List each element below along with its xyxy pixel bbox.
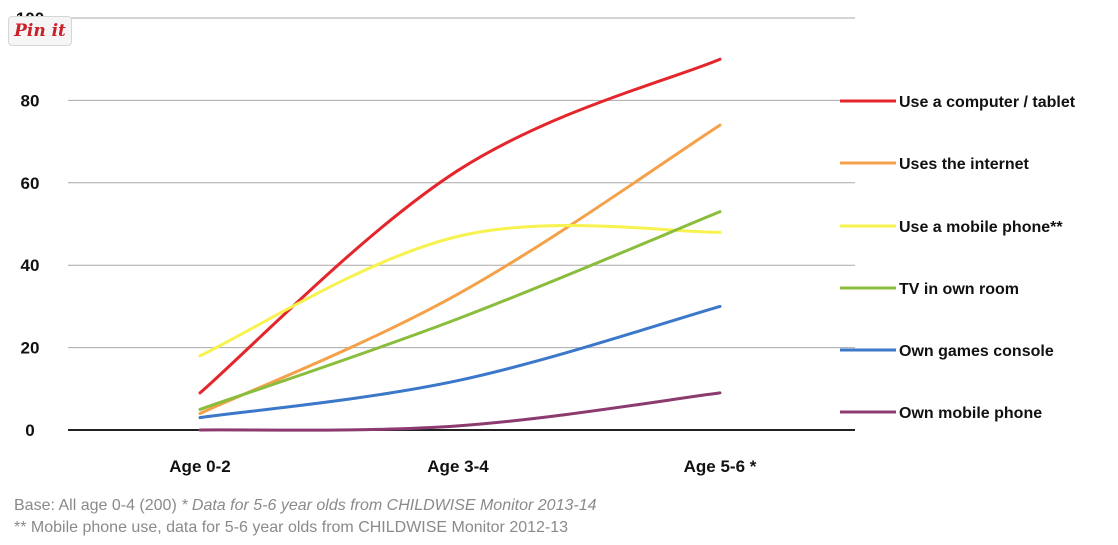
y-tick-label: 0 <box>25 421 34 440</box>
series-line-uses-the-internet <box>198 123 722 416</box>
legend-label: Own games console <box>899 343 1054 360</box>
x-tick-label: Age 5-6 * <box>684 457 757 476</box>
x-tick-label: Age 3-4 <box>427 457 489 476</box>
footnote-mobile-source: ** Mobile phone use, data for 5-6 year o… <box>14 519 569 536</box>
footnote-data-source: * Data for 5-6 year olds from CHILDWISE … <box>181 497 597 514</box>
pin-it-button[interactable]: Pin it <box>8 16 72 46</box>
series-line-own-mobile-phone <box>198 391 722 432</box>
series-line-own-games-console <box>198 304 722 420</box>
x-tick-label: Age 0-2 <box>169 457 230 476</box>
legend-label: TV in own room <box>899 281 1019 298</box>
x-axis-ticks: Age 0-2 Age 3-4 Age 5-6 * <box>169 457 756 476</box>
footnote-base: Base: All age 0-4 (200) * Data for 5-6 y… <box>14 497 597 515</box>
legend-label: Use a mobile phone** <box>899 219 1063 236</box>
footnote-base-text: Base: All age 0-4 (200) <box>14 497 182 514</box>
series-line-use-a-computer-tablet <box>198 57 722 395</box>
y-tick-label: 20 <box>21 339 40 358</box>
gridlines <box>68 17 855 349</box>
series-line-tv-in-own-room <box>198 210 722 411</box>
legend-label: Own mobile phone <box>899 405 1042 422</box>
series-lines <box>198 57 722 432</box>
legend-label: Uses the internet <box>899 156 1029 173</box>
y-tick-label: 80 <box>21 91 40 110</box>
y-tick-label: 60 <box>21 174 40 193</box>
y-tick-label: 40 <box>21 256 40 275</box>
legend: Use a computer / tablet Uses the internet… <box>840 94 1076 422</box>
series-line-use-a-mobile-phone <box>198 223 722 358</box>
y-axis-ticks: 020406080100 <box>16 9 44 440</box>
legend-label: Use a computer / tablet <box>899 94 1076 111</box>
